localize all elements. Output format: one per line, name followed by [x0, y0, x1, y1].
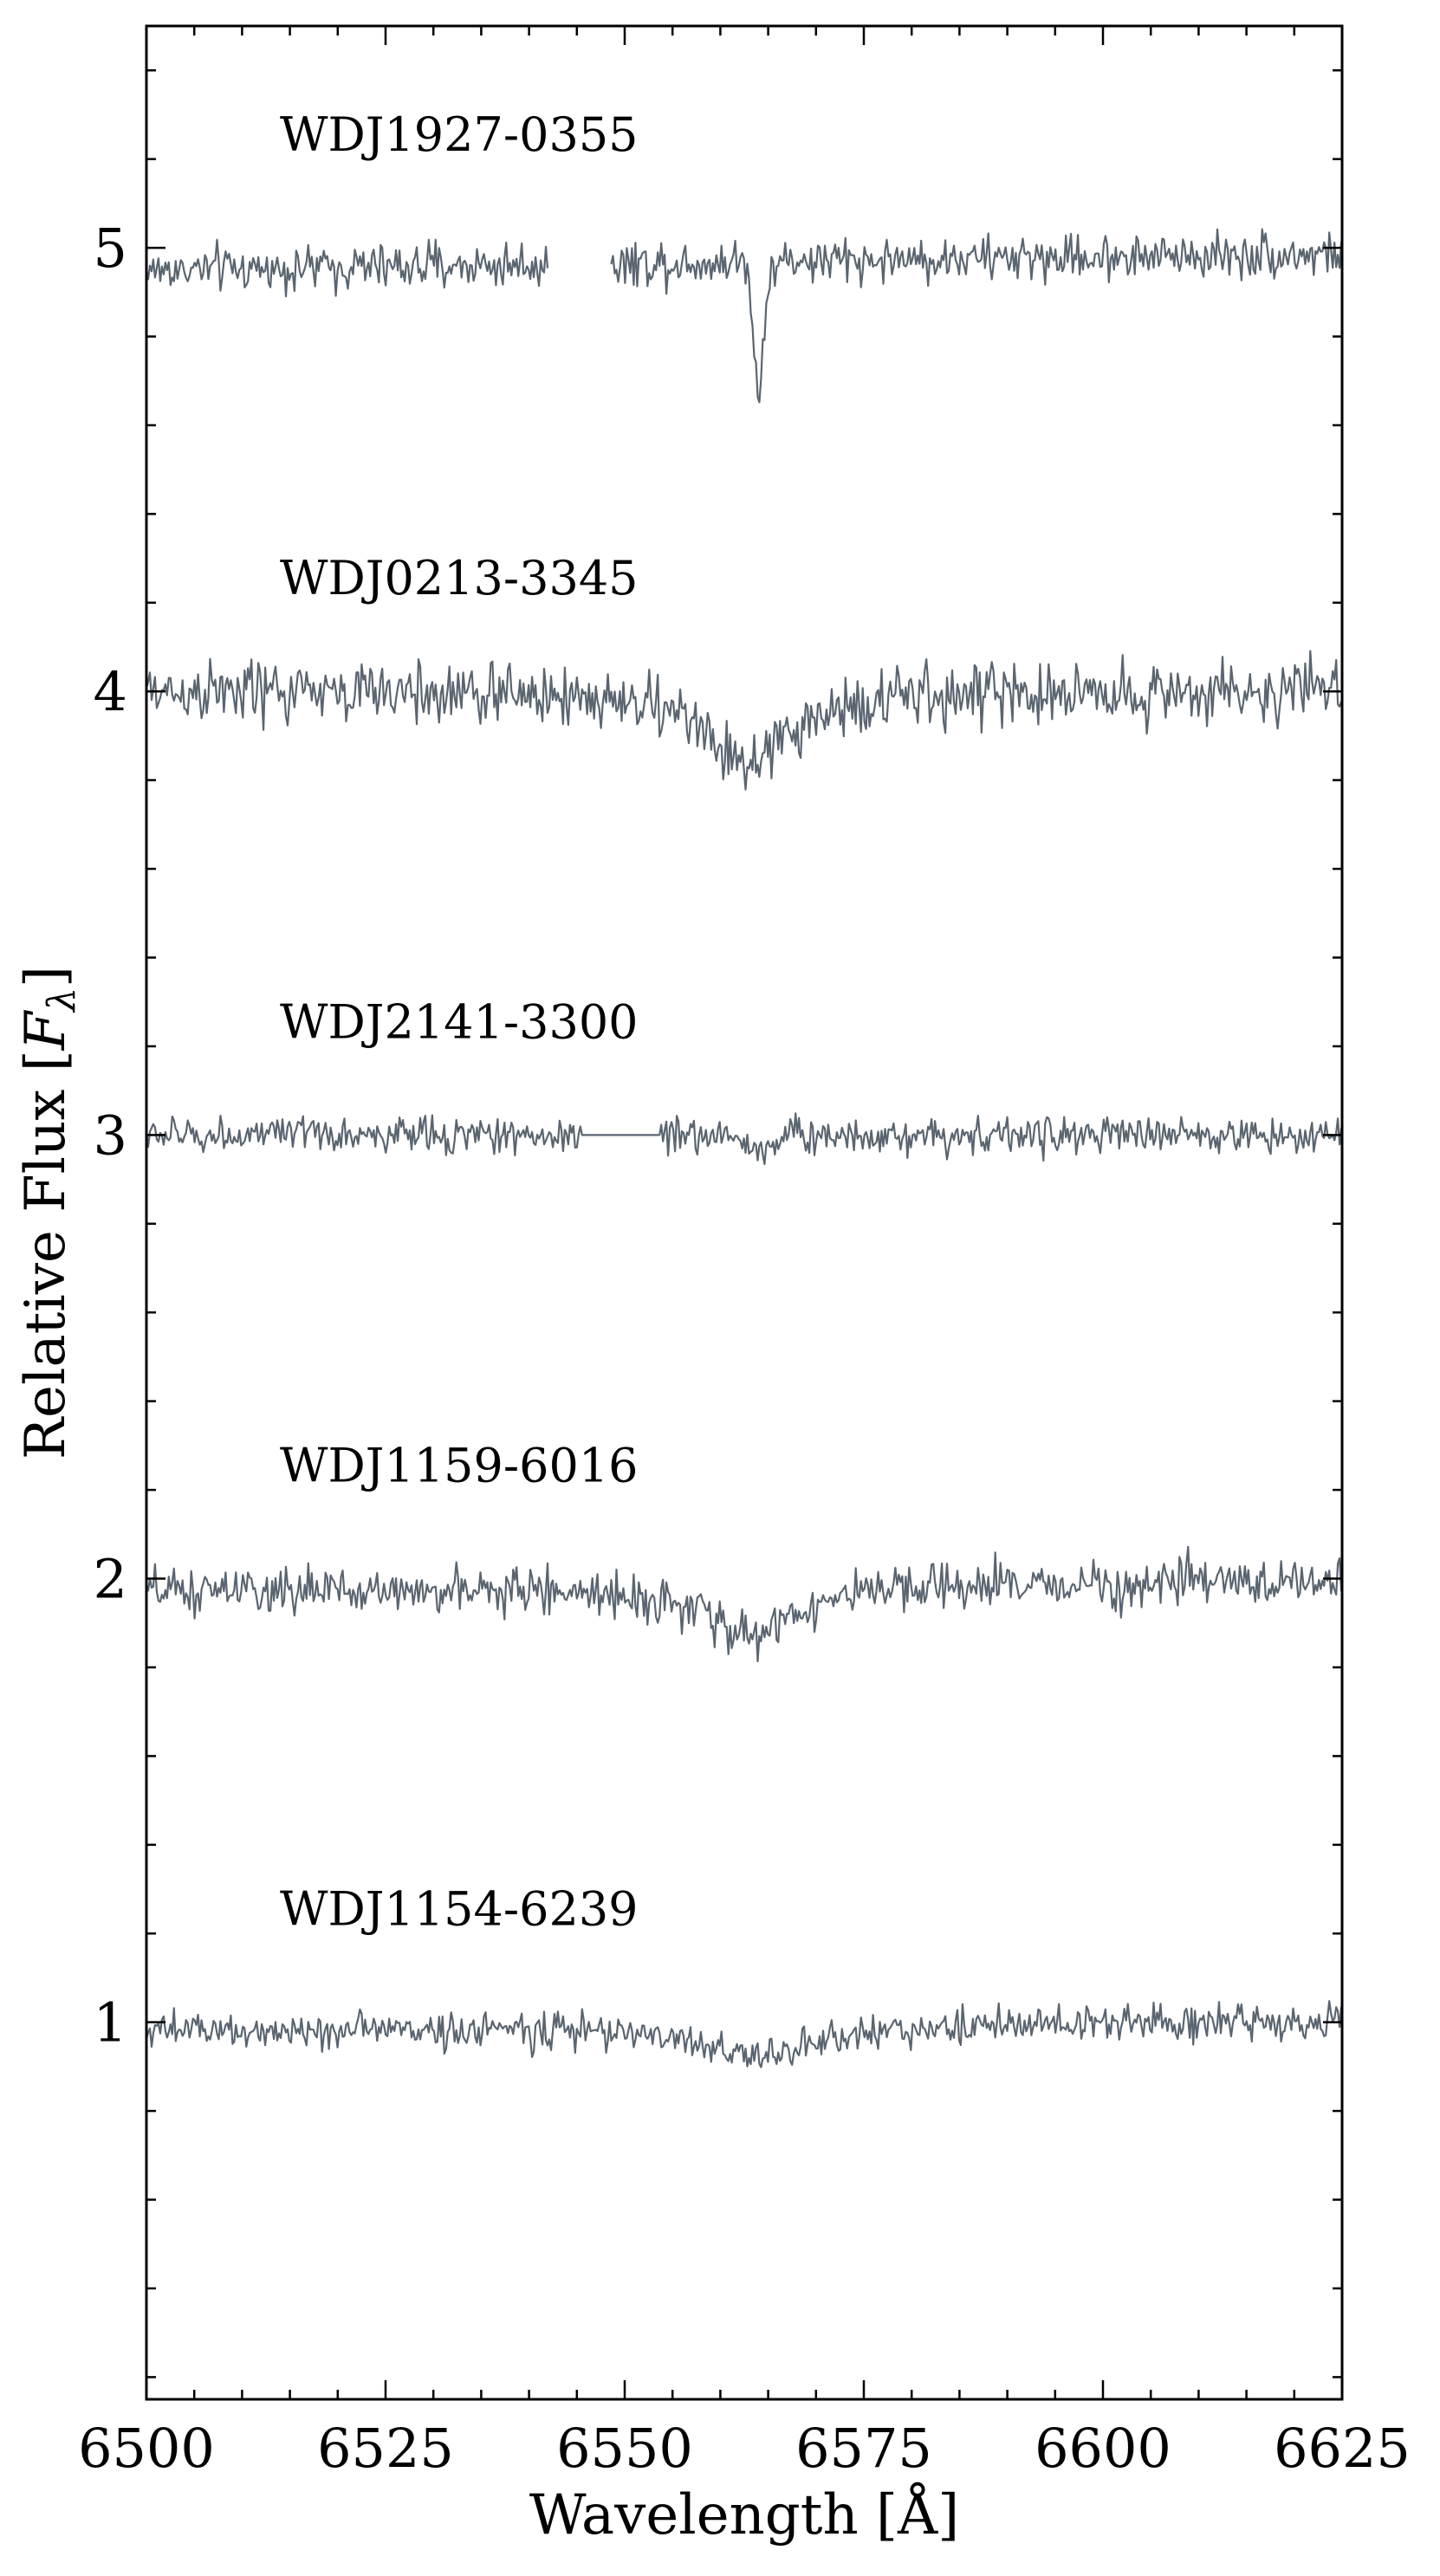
y-axis-label-text: Relative Flux [	[14, 1050, 78, 1460]
spectrum-line	[145, 2000, 1343, 2068]
spectrum-label: WDJ1159-6016	[280, 1439, 639, 1493]
spectrum-labels: WDJ1927-0355 WDJ0213-3345 WDJ2141-3300 WDJ1…	[280, 107, 639, 1937]
spectrum-line	[145, 650, 1343, 791]
y-tick-label: 2	[94, 1548, 127, 1611]
plot-frame	[145, 24, 1344, 2401]
y-axis-label: Relative Flux [Fλ]	[14, 966, 84, 1460]
x-tick-label: 6575	[795, 2417, 932, 2480]
spectrum-label: WDJ2141-3300	[280, 994, 639, 1049]
y-tick-label: 4	[94, 660, 127, 723]
axis-ticks	[145, 26, 1344, 2399]
spectrum-label: WDJ1927-0355	[280, 107, 639, 162]
x-tick-label: 6550	[556, 2417, 693, 2480]
x-tick-label: 6600	[1035, 2417, 1171, 2480]
x-tick-label: 6525	[317, 2417, 454, 2480]
x-tick-label: 6625	[1274, 2417, 1411, 2480]
y-tick-label: 3	[94, 1104, 127, 1167]
y-tick-label: 5	[94, 217, 127, 280]
spectrum-line	[145, 238, 549, 298]
spectrum-line	[145, 1545, 1343, 1663]
spectrum-line	[610, 228, 1343, 404]
spectrum-label: WDJ1154-6239	[280, 1882, 639, 1937]
y-axis-label-close: ]	[14, 966, 78, 987]
y-axis-label-subscript: λ	[40, 987, 84, 1013]
x-tick-label: 6500	[78, 2417, 215, 2480]
spectrum-label: WDJ0213-3345	[280, 551, 639, 605]
spectrum-line	[145, 1112, 1343, 1166]
y-tick-label: 1	[94, 1991, 127, 2055]
spectra-group	[145, 228, 1343, 2068]
x-axis-label: Wavelength [Å]	[529, 2482, 959, 2547]
y-axis-label-symbol: F	[14, 1009, 78, 1051]
tick-labels: 6500 6525 6550 6575 6600 6625 1 2 3 4 5	[78, 217, 1411, 2480]
